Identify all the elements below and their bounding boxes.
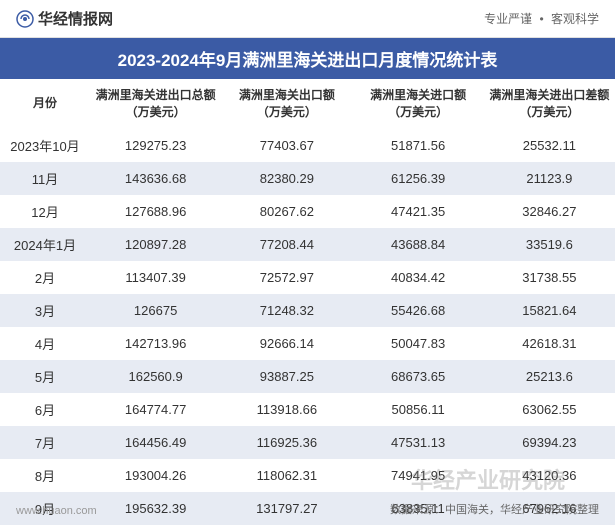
table-cell: 2023年10月	[0, 129, 90, 162]
site-url: www.huaon.com	[16, 505, 97, 517]
table-cell: 193004.26	[90, 459, 221, 492]
table-cell: 118062.31	[221, 459, 352, 492]
logo-icon	[16, 10, 34, 28]
data-table-container: 月份满洲里海关进出口总额（万美元）满洲里海关出口额（万美元）满洲里海关进口额（万…	[0, 79, 615, 525]
table-cell: 77403.67	[221, 129, 352, 162]
table-cell: 92666.14	[221, 327, 352, 360]
table-cell: 131797.27	[221, 492, 352, 525]
table-cell: 61256.39	[353, 162, 484, 195]
table-row: 7月164456.49116925.3647531.1369394.23	[0, 426, 615, 459]
table-title: 2023-2024年9月满洲里海关进出口月度情况统计表	[0, 38, 615, 79]
table-cell: 15821.64	[484, 294, 615, 327]
table-cell: 21123.9	[484, 162, 615, 195]
table-cell: 12月	[0, 195, 90, 228]
table-cell: 116925.36	[221, 426, 352, 459]
table-cell: 77208.44	[221, 228, 352, 261]
table-row: 2024年1月120897.2877208.4443688.8433519.6	[0, 228, 615, 261]
table-cell: 43688.84	[353, 228, 484, 261]
tagline-left: 专业严谨	[484, 12, 532, 26]
page-header: 华经情报网 专业严谨 • 客观科学	[0, 0, 615, 38]
table-row: 12月127688.9680267.6247421.3532846.27	[0, 195, 615, 228]
table-cell: 162560.9	[90, 360, 221, 393]
column-header: 月份	[0, 79, 90, 129]
table-body: 2023年10月129275.2377403.6751871.5625532.1…	[0, 129, 615, 525]
table-cell: 5月	[0, 360, 90, 393]
data-table: 月份满洲里海关进出口总额（万美元）满洲里海关出口额（万美元）满洲里海关进口额（万…	[0, 79, 615, 525]
table-row: 11月143636.6882380.2961256.3921123.9	[0, 162, 615, 195]
table-row: 5月162560.993887.2568673.6525213.6	[0, 360, 615, 393]
table-row: 6月164774.77113918.6650856.1163062.55	[0, 393, 615, 426]
table-cell: 164774.77	[90, 393, 221, 426]
table-cell: 71248.32	[221, 294, 352, 327]
table-cell: 72572.97	[221, 261, 352, 294]
column-header: 满洲里海关进出口差额（万美元）	[484, 79, 615, 129]
table-cell: 25532.11	[484, 129, 615, 162]
table-cell: 143636.68	[90, 162, 221, 195]
column-header: 满洲里海关进口额（万美元）	[353, 79, 484, 129]
table-cell: 3月	[0, 294, 90, 327]
column-header: 满洲里海关出口额（万美元）	[221, 79, 352, 129]
table-cell: 31738.55	[484, 261, 615, 294]
table-cell: 2024年1月	[0, 228, 90, 261]
table-cell: 40834.42	[353, 261, 484, 294]
table-header-row: 月份满洲里海关进出口总额（万美元）满洲里海关出口额（万美元）满洲里海关进口额（万…	[0, 79, 615, 129]
table-cell: 43120.36	[484, 459, 615, 492]
table-cell: 113918.66	[221, 393, 352, 426]
table-cell: 32846.27	[484, 195, 615, 228]
table-cell: 47421.35	[353, 195, 484, 228]
table-cell: 142713.96	[90, 327, 221, 360]
table-cell: 80267.62	[221, 195, 352, 228]
table-cell: 82380.29	[221, 162, 352, 195]
table-cell: 68673.65	[353, 360, 484, 393]
table-cell: 126675	[90, 294, 221, 327]
table-cell: 63062.55	[484, 393, 615, 426]
table-cell: 4月	[0, 327, 90, 360]
table-cell: 11月	[0, 162, 90, 195]
table-cell: 25213.6	[484, 360, 615, 393]
table-cell: 6月	[0, 393, 90, 426]
table-row: 8月193004.26118062.3174941.9543120.36	[0, 459, 615, 492]
brand-text: 华经情报网	[38, 8, 113, 29]
dot-separator: •	[539, 12, 543, 26]
table-cell: 50047.83	[353, 327, 484, 360]
table-cell: 69394.23	[484, 426, 615, 459]
tagline-right: 客观科学	[551, 12, 599, 26]
table-cell: 129275.23	[90, 129, 221, 162]
table-row: 3月12667571248.3255426.6815821.64	[0, 294, 615, 327]
table-row: 2月113407.3972572.9740834.4231738.55	[0, 261, 615, 294]
table-cell: 51871.56	[353, 129, 484, 162]
table-cell: 127688.96	[90, 195, 221, 228]
brand-block: 华经情报网	[16, 8, 113, 29]
table-head: 月份满洲里海关进出口总额（万美元）满洲里海关出口额（万美元）满洲里海关进口额（万…	[0, 79, 615, 129]
table-cell: 120897.28	[90, 228, 221, 261]
table-cell: 195632.39	[90, 492, 221, 525]
table-cell: 50856.11	[353, 393, 484, 426]
table-cell: 42618.31	[484, 327, 615, 360]
table-cell: 8月	[0, 459, 90, 492]
column-header: 满洲里海关进出口总额（万美元）	[90, 79, 221, 129]
table-cell: 47531.13	[353, 426, 484, 459]
table-cell: 113407.39	[90, 261, 221, 294]
table-row: 2023年10月129275.2377403.6751871.5625532.1…	[0, 129, 615, 162]
table-cell: 55426.68	[353, 294, 484, 327]
table-cell: 74941.95	[353, 459, 484, 492]
tagline: 专业严谨 • 客观科学	[484, 10, 599, 27]
table-row: 4月142713.9692666.1450047.8342618.31	[0, 327, 615, 360]
table-cell: 164456.49	[90, 426, 221, 459]
table-cell: 2月	[0, 261, 90, 294]
table-cell: 93887.25	[221, 360, 352, 393]
table-cell: 33519.6	[484, 228, 615, 261]
data-source: 数据来源：中国海关，华经产业研究院整理	[390, 501, 599, 517]
table-cell: 7月	[0, 426, 90, 459]
